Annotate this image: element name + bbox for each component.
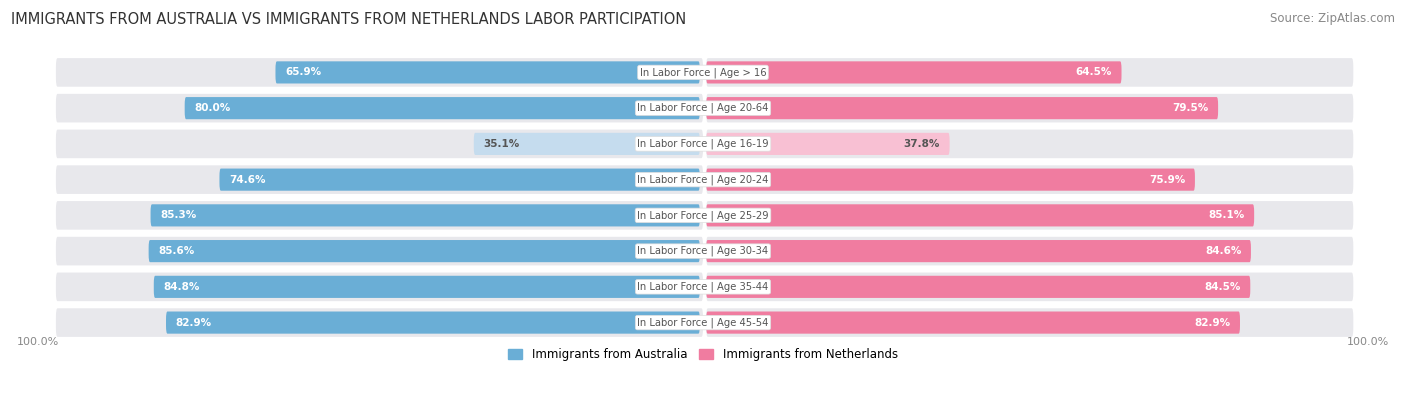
Text: 100.0%: 100.0% <box>1347 337 1389 347</box>
Text: In Labor Force | Age 20-64: In Labor Force | Age 20-64 <box>637 103 769 113</box>
FancyBboxPatch shape <box>56 273 703 301</box>
FancyBboxPatch shape <box>706 204 1254 226</box>
Text: 82.9%: 82.9% <box>1194 318 1230 327</box>
Text: 84.6%: 84.6% <box>1205 246 1241 256</box>
FancyBboxPatch shape <box>706 94 1354 122</box>
FancyBboxPatch shape <box>706 61 1122 83</box>
Text: In Labor Force | Age 30-34: In Labor Force | Age 30-34 <box>637 246 769 256</box>
FancyBboxPatch shape <box>706 97 1218 119</box>
Text: 37.8%: 37.8% <box>904 139 941 149</box>
FancyBboxPatch shape <box>150 204 700 226</box>
Text: 35.1%: 35.1% <box>484 139 520 149</box>
FancyBboxPatch shape <box>56 308 703 337</box>
FancyBboxPatch shape <box>706 166 1354 194</box>
Text: In Labor Force | Age 35-44: In Labor Force | Age 35-44 <box>637 282 769 292</box>
Text: 82.9%: 82.9% <box>176 318 212 327</box>
Text: 80.0%: 80.0% <box>194 103 231 113</box>
FancyBboxPatch shape <box>149 240 700 262</box>
FancyBboxPatch shape <box>56 237 703 265</box>
Text: IMMIGRANTS FROM AUSTRALIA VS IMMIGRANTS FROM NETHERLANDS LABOR PARTICIPATION: IMMIGRANTS FROM AUSTRALIA VS IMMIGRANTS … <box>11 12 686 27</box>
Text: 79.5%: 79.5% <box>1173 103 1208 113</box>
FancyBboxPatch shape <box>184 97 700 119</box>
FancyBboxPatch shape <box>219 169 700 191</box>
FancyBboxPatch shape <box>56 130 703 158</box>
Text: 84.8%: 84.8% <box>163 282 200 292</box>
Text: 64.5%: 64.5% <box>1076 68 1112 77</box>
FancyBboxPatch shape <box>56 201 703 229</box>
FancyBboxPatch shape <box>166 312 700 334</box>
Text: Source: ZipAtlas.com: Source: ZipAtlas.com <box>1270 12 1395 25</box>
Text: In Labor Force | Age > 16: In Labor Force | Age > 16 <box>640 67 766 78</box>
Text: In Labor Force | Age 20-24: In Labor Force | Age 20-24 <box>637 174 769 185</box>
FancyBboxPatch shape <box>706 201 1354 229</box>
Text: In Labor Force | Age 45-54: In Labor Force | Age 45-54 <box>637 317 769 328</box>
FancyBboxPatch shape <box>706 276 1250 298</box>
Text: 75.9%: 75.9% <box>1149 175 1185 184</box>
Text: 100.0%: 100.0% <box>17 337 59 347</box>
FancyBboxPatch shape <box>56 94 703 122</box>
FancyBboxPatch shape <box>706 308 1354 337</box>
FancyBboxPatch shape <box>706 130 1354 158</box>
Text: 85.1%: 85.1% <box>1208 211 1244 220</box>
FancyBboxPatch shape <box>153 276 700 298</box>
Legend: Immigrants from Australia, Immigrants from Netherlands: Immigrants from Australia, Immigrants fr… <box>503 343 903 366</box>
FancyBboxPatch shape <box>706 133 949 155</box>
FancyBboxPatch shape <box>474 133 700 155</box>
FancyBboxPatch shape <box>706 240 1251 262</box>
Text: 65.9%: 65.9% <box>285 68 321 77</box>
FancyBboxPatch shape <box>56 58 703 87</box>
Text: 84.5%: 84.5% <box>1205 282 1240 292</box>
FancyBboxPatch shape <box>276 61 700 83</box>
FancyBboxPatch shape <box>56 166 703 194</box>
FancyBboxPatch shape <box>706 58 1354 87</box>
Text: 85.3%: 85.3% <box>160 211 197 220</box>
FancyBboxPatch shape <box>706 169 1195 191</box>
FancyBboxPatch shape <box>706 237 1354 265</box>
FancyBboxPatch shape <box>706 312 1240 334</box>
Text: 85.6%: 85.6% <box>159 246 194 256</box>
Text: 74.6%: 74.6% <box>229 175 266 184</box>
FancyBboxPatch shape <box>706 273 1354 301</box>
Text: In Labor Force | Age 16-19: In Labor Force | Age 16-19 <box>637 139 769 149</box>
Text: In Labor Force | Age 25-29: In Labor Force | Age 25-29 <box>637 210 769 221</box>
